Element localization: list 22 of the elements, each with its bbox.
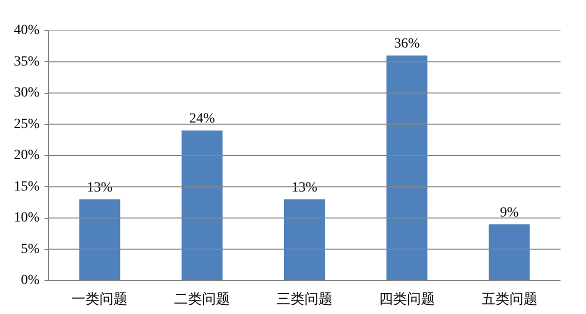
bar (386, 56, 428, 280)
x-tick-label: 一类问题 (72, 292, 128, 308)
bar (284, 199, 325, 280)
x-tick-label: 二类问题 (174, 292, 230, 308)
bar (182, 130, 223, 280)
y-tick-label: 30% (14, 86, 40, 100)
y-tick-label: 15% (14, 179, 40, 194)
data-label: 24% (189, 112, 216, 126)
y-tick-label: 35% (14, 54, 40, 70)
bar (488, 224, 530, 280)
x-tick-label: 五类问题 (481, 292, 538, 308)
y-tick-label: 40% (14, 23, 40, 38)
x-tick-label: 三类问题 (276, 292, 332, 308)
y-tick-label: 0% (20, 273, 40, 288)
x-tick-label: 四类问题 (378, 292, 435, 308)
y-tick-label: 10% (14, 210, 40, 226)
y-tick-label: 20% (14, 148, 40, 163)
y-tick-label: 25% (14, 116, 40, 132)
data-label: 36% (394, 36, 420, 52)
bar (79, 199, 120, 280)
y-tick-label: 5% (20, 242, 40, 257)
data-label: 9% (500, 205, 519, 220)
